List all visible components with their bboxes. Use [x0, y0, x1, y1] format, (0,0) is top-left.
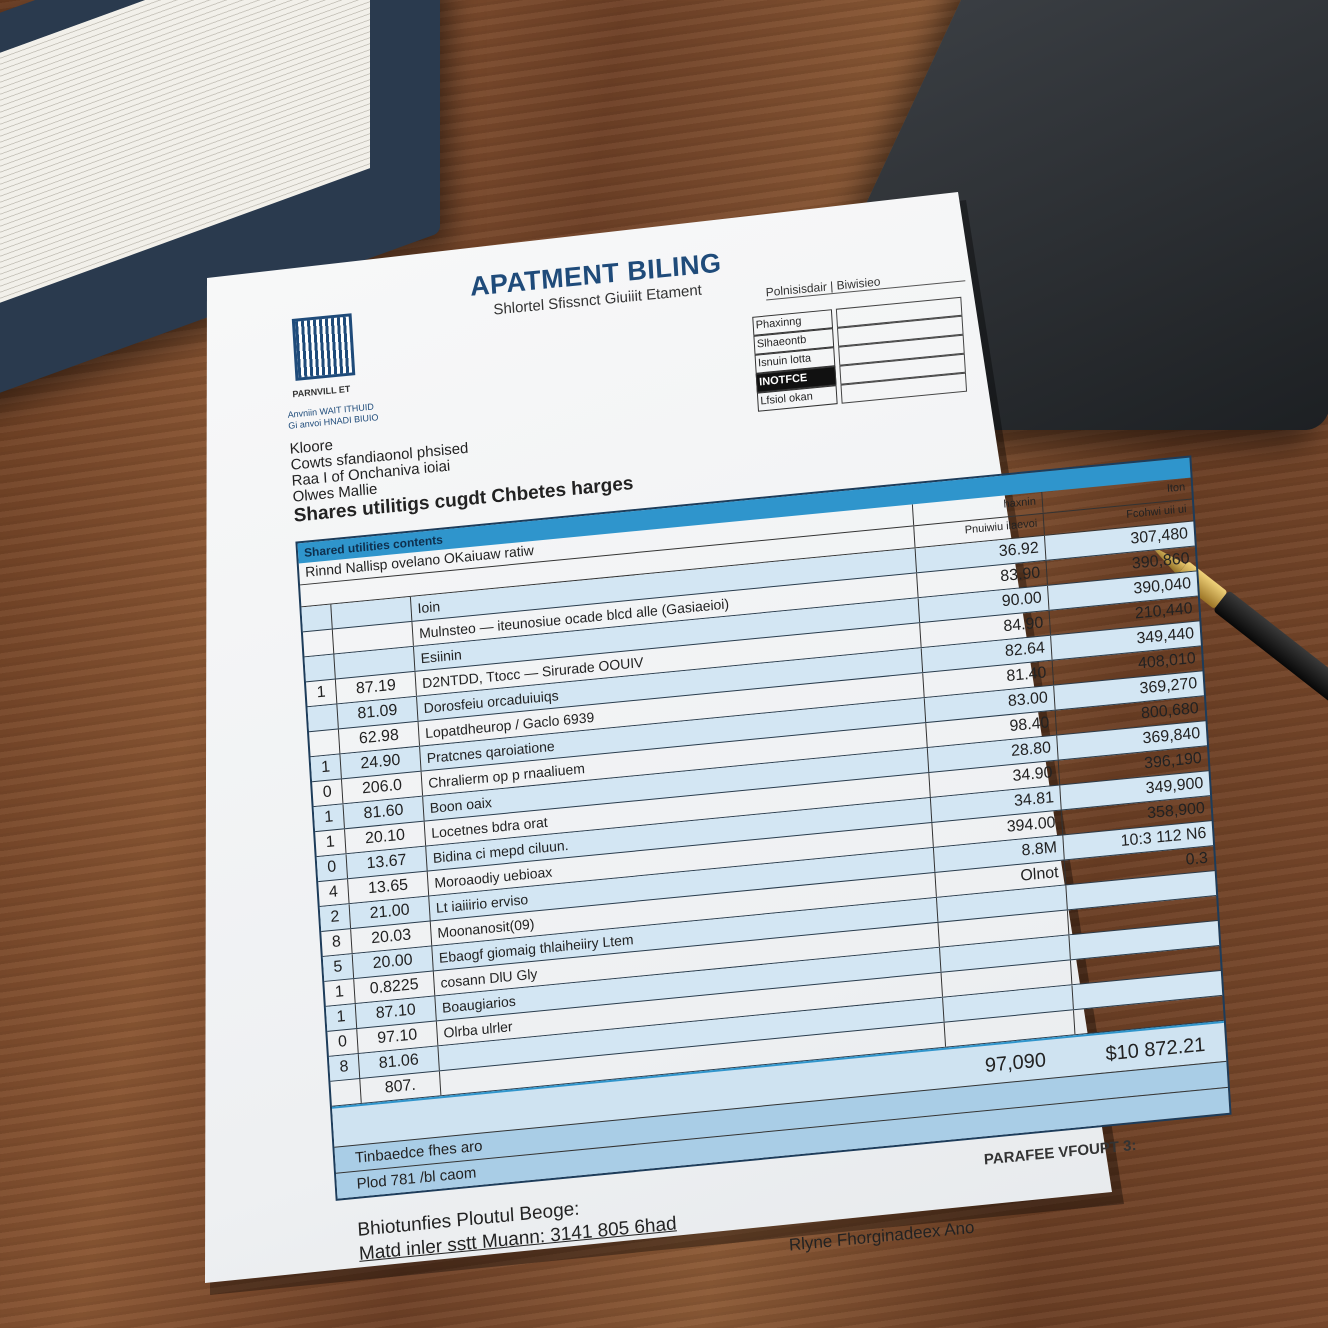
info-form: Phaxinng Slhaeontb Isnuin lotta INOTFCE …: [752, 296, 968, 412]
cell-n: [302, 629, 335, 657]
cell-n: 1: [325, 1004, 358, 1031]
signature-block: Bhiotunfies Ploutul Beoge: Matd inler ss…: [357, 1188, 677, 1267]
cell-n: [301, 604, 333, 632]
payment-reference: PARAFEE VFOUPT 3:: [983, 1136, 1137, 1169]
cell-n: [330, 1078, 362, 1106]
cell-n: 1: [310, 754, 342, 782]
reference-line: Polnisisdair | Biwisieo: [765, 266, 966, 301]
cell-n: 0: [327, 1028, 359, 1056]
subtotal: 97,090: [984, 1049, 1047, 1077]
cell-n: 4: [318, 879, 350, 907]
cell-n: 1: [315, 829, 347, 857]
billing-document: PARNVILL ET Anvniin WAIT ITHUID Gi anvoi…: [280, 204, 1237, 1289]
cell-n: [309, 729, 341, 757]
cell-n: 2: [319, 904, 352, 932]
building-logo-icon: [291, 313, 356, 381]
cell-n: 1: [305, 679, 338, 707]
cell-n: 0: [312, 779, 344, 807]
intro-text: Kloore Cowts sfandiaonol phsised Raa I o…: [289, 409, 634, 528]
table-body: Ioin 36.92 307,480 Mulnsteo — iteunosiue oc…: [301, 521, 1224, 1107]
cell-n: [307, 704, 339, 732]
charges-table: Shared utilities contents Rinnd Nallisp …: [295, 455, 1232, 1201]
cell-n: 8: [328, 1053, 361, 1081]
cell-n: 5: [322, 954, 355, 981]
cell-n: 8: [321, 929, 353, 956]
cell-n: 1: [313, 804, 345, 832]
cell-n: [304, 654, 336, 682]
logo-caption: PARNVILL ET: [292, 383, 351, 400]
grand-total: $10 872.21: [1104, 1033, 1206, 1066]
company-address: Anvniin WAIT ITHUID Gi anvoi HNADI BIUIO: [287, 396, 428, 431]
cell-n: 1: [324, 979, 356, 1006]
cell-n: 0: [316, 854, 349, 882]
